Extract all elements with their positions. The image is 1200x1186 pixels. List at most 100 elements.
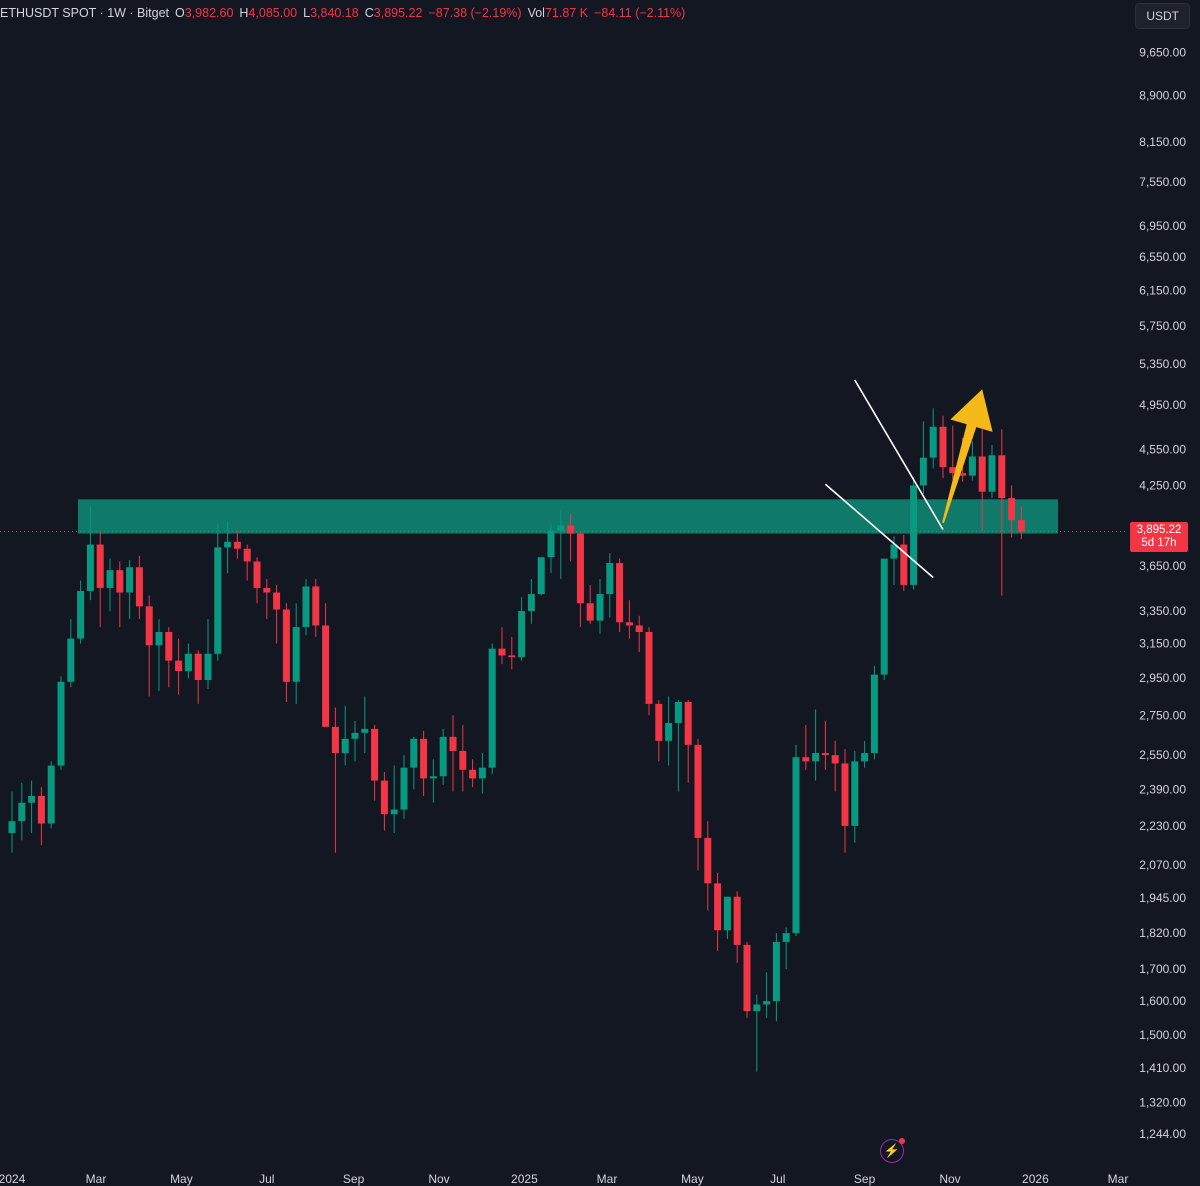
candle bbox=[1017, 506, 1025, 540]
candle bbox=[547, 524, 555, 574]
candle bbox=[292, 603, 300, 704]
candle-body bbox=[714, 883, 722, 931]
candle bbox=[821, 721, 829, 770]
x-tick-label: Jul bbox=[259, 1172, 274, 1186]
candle bbox=[331, 707, 339, 853]
candle-body bbox=[567, 525, 575, 534]
candle-body bbox=[410, 738, 418, 768]
candle-body bbox=[331, 726, 339, 754]
low-label: L bbox=[303, 6, 311, 20]
candle-body bbox=[498, 648, 506, 656]
currency-button[interactable]: USDT bbox=[1135, 3, 1190, 29]
y-tick-label: 6,150.00 bbox=[1139, 283, 1186, 297]
candle-body bbox=[537, 557, 545, 595]
candle-body bbox=[910, 485, 918, 585]
candle bbox=[851, 751, 859, 843]
candle-body bbox=[743, 944, 751, 1012]
candle bbox=[998, 428, 1006, 596]
candle-body bbox=[772, 941, 780, 1002]
candle bbox=[380, 771, 388, 831]
x-tick-label: 2026 bbox=[1022, 1172, 1049, 1186]
candle bbox=[410, 736, 418, 790]
candle bbox=[233, 530, 241, 559]
y-tick-label: 8,150.00 bbox=[1139, 135, 1186, 149]
last-price-value: 3,895.22 bbox=[1136, 524, 1182, 536]
candle bbox=[625, 600, 633, 639]
x-tick-label: Nov bbox=[428, 1172, 449, 1186]
candle-body bbox=[792, 757, 800, 934]
candle bbox=[772, 933, 780, 1022]
candle bbox=[312, 578, 320, 637]
candle-body bbox=[204, 653, 212, 681]
candle bbox=[194, 650, 202, 704]
candle bbox=[684, 700, 692, 783]
candle-body bbox=[253, 561, 261, 588]
candle-body bbox=[233, 541, 241, 549]
candle bbox=[655, 700, 663, 762]
open-value: 3,982.60 bbox=[184, 6, 234, 20]
candle-body bbox=[968, 456, 976, 476]
candle bbox=[322, 603, 330, 727]
candle-body bbox=[831, 755, 839, 764]
candle bbox=[694, 738, 702, 871]
symbol-title[interactable]: ETHUSDT SPOT · 1W · Bitget bbox=[0, 6, 170, 20]
candle-body bbox=[988, 455, 996, 492]
candle-body bbox=[674, 701, 682, 724]
candle-body bbox=[28, 795, 36, 803]
y-tick-label: 1,945.00 bbox=[1139, 891, 1186, 905]
candle-body bbox=[665, 723, 673, 741]
candle-body bbox=[449, 736, 457, 752]
candle bbox=[371, 724, 379, 801]
candle-body bbox=[57, 681, 65, 766]
candle-body bbox=[1008, 498, 1016, 521]
x-tick-label: Mar bbox=[86, 1172, 107, 1186]
x-tick-label: Jul bbox=[770, 1172, 785, 1186]
candle bbox=[557, 510, 565, 579]
candle-body bbox=[723, 896, 731, 931]
candle bbox=[439, 728, 447, 785]
lightning-icon[interactable]: ⚡ bbox=[880, 1138, 905, 1163]
candle bbox=[282, 603, 290, 702]
y-tick-label: 1,600.00 bbox=[1139, 994, 1186, 1008]
candle bbox=[204, 619, 212, 690]
candle bbox=[939, 415, 947, 479]
candle-body bbox=[341, 738, 349, 754]
candle-body bbox=[998, 455, 1006, 499]
candle-body bbox=[645, 631, 653, 704]
close-label: C bbox=[364, 6, 374, 20]
candle bbox=[86, 505, 94, 601]
candle bbox=[802, 724, 810, 770]
candle bbox=[792, 744, 800, 937]
y-tick-label: 1,244.00 bbox=[1139, 1127, 1186, 1141]
candle-body bbox=[400, 767, 408, 810]
candle-body bbox=[694, 744, 702, 838]
candle-body bbox=[282, 609, 290, 682]
candle bbox=[1008, 485, 1016, 538]
candle bbox=[469, 759, 477, 788]
candle-body bbox=[704, 837, 712, 884]
candle-body bbox=[733, 896, 741, 945]
candle bbox=[106, 558, 114, 612]
candle bbox=[47, 761, 55, 829]
y-tick-label: 2,070.00 bbox=[1139, 858, 1186, 872]
volume-label: Vol bbox=[527, 6, 545, 20]
candle-body bbox=[870, 674, 878, 754]
candle-body bbox=[351, 732, 359, 739]
candle bbox=[243, 544, 251, 581]
bar-countdown: 5d 17h bbox=[1141, 537, 1177, 549]
candle bbox=[429, 759, 437, 803]
candle bbox=[733, 891, 741, 963]
candle bbox=[831, 740, 839, 792]
trendline-upper bbox=[854, 379, 944, 530]
candle-body bbox=[802, 757, 810, 762]
candle bbox=[126, 560, 134, 620]
candle-body bbox=[224, 541, 232, 548]
candle bbox=[263, 578, 271, 620]
candle bbox=[420, 730, 428, 796]
candle-body bbox=[86, 544, 94, 591]
candle-body bbox=[184, 653, 192, 672]
candle bbox=[753, 994, 761, 1072]
candle-body bbox=[47, 765, 55, 824]
candle-body bbox=[851, 761, 859, 826]
